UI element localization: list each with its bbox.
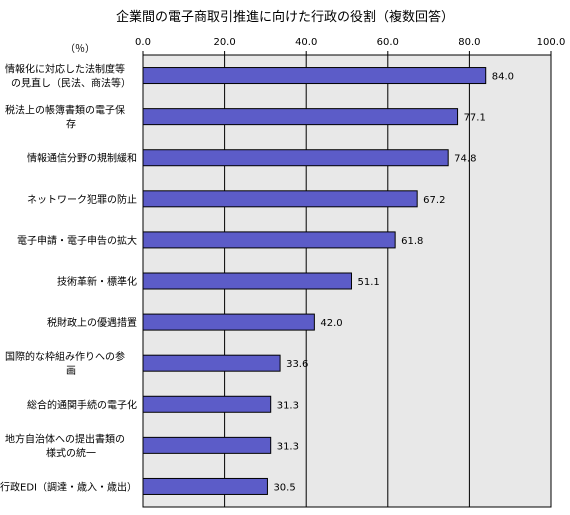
- category-label: 情報化に対応した法制度等の見直し（民法、商法等）: [5, 63, 131, 90]
- bars: [142, 67, 487, 495]
- bar: [142, 231, 396, 249]
- category-label: 総合的通関手続の電子化: [27, 398, 137, 411]
- value-label: 31.3: [277, 441, 299, 452]
- bar: [142, 477, 268, 495]
- category-labels: 情報化に対応した法制度等の見直し（民法、商法等） 税法上の帳簿書類の電子保存情報通…: [0, 63, 137, 494]
- category-label: 地方自治体への提出書類の様式の統一: [5, 432, 125, 459]
- x-tick-label: 60.0: [377, 37, 399, 48]
- bar: [142, 149, 449, 167]
- category-label: 行政EDI（調達・歳入・歳出）: [0, 480, 137, 493]
- value-label: 31.3: [277, 400, 299, 411]
- category-label: 技術革新・標準化: [57, 275, 137, 288]
- value-label: 30.5: [273, 482, 295, 493]
- category-label: 税法上の帳簿書類の電子保存: [5, 104, 125, 131]
- category-label: 電子申請・電子申告の拡大: [17, 234, 137, 247]
- value-label: 42.0: [320, 318, 342, 329]
- bar: [142, 354, 281, 372]
- bar: [142, 190, 418, 208]
- value-label: 51.1: [357, 277, 379, 288]
- category-label: 税財政上の優遇措置: [47, 316, 137, 329]
- value-label: 84.0: [492, 72, 514, 83]
- bar: [142, 272, 352, 290]
- unit-label: （％）: [65, 44, 95, 55]
- category-label: 情報通信分野の規制緩和: [27, 152, 137, 165]
- category-label: 国際的な枠組み作りへの参画: [5, 350, 125, 377]
- value-label: 61.8: [401, 236, 423, 247]
- bar: [142, 313, 315, 331]
- x-tick-label: 100.0: [537, 37, 566, 48]
- x-tick-label: 80.0: [458, 37, 480, 48]
- bar: [142, 67, 487, 85]
- x-tick-label: 20.0: [213, 37, 235, 48]
- value-label: 74.8: [454, 154, 476, 165]
- value-labels: 84.0 77.1 74.8 67.2 61.8 51.1 42.0 33.6 31.3 31.3…: [273, 72, 514, 494]
- x-axis-ticks: 0.0 20.0 40.0 60.0 80.0 100.0: [135, 37, 565, 55]
- bar: [142, 395, 272, 413]
- chart-title: 企業間の電子商取引推進に向けた行政の役割（複数回答）: [115, 10, 454, 25]
- bar: [142, 436, 272, 454]
- category-label: ネットワーク犯罪の防止: [27, 193, 137, 206]
- value-label: 33.6: [286, 359, 308, 370]
- value-label: 77.1: [464, 113, 486, 124]
- value-label: 67.2: [423, 195, 445, 206]
- x-tick-label: 40.0: [295, 37, 317, 48]
- bar: [142, 108, 459, 126]
- x-tick-label: 0.0: [135, 37, 151, 48]
